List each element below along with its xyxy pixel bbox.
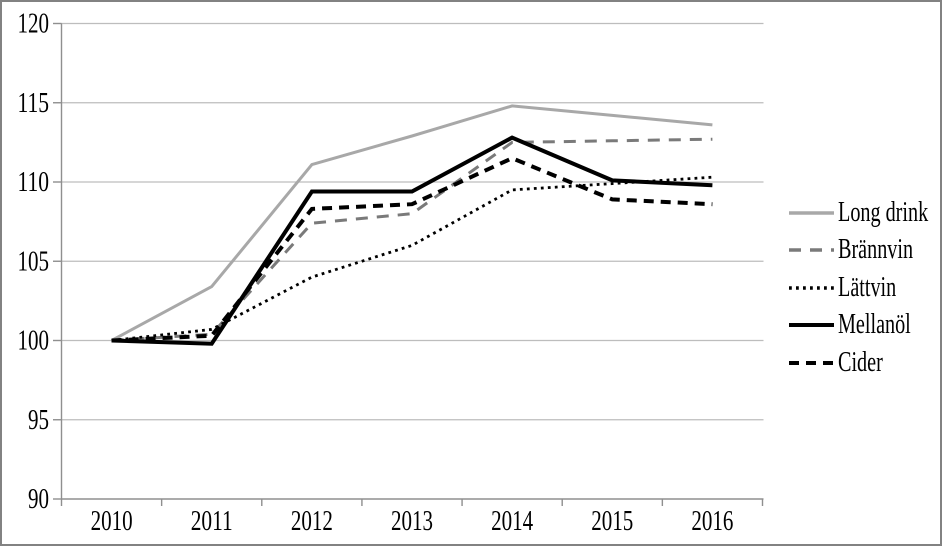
x-axis-tick-label: 2016 bbox=[691, 506, 733, 537]
y-axis-tick-label: 100 bbox=[18, 326, 50, 357]
series-line-lattvin bbox=[111, 175, 713, 342]
y-axis-tick-label: 105 bbox=[18, 246, 50, 277]
series-line-mellanol bbox=[111, 135, 713, 346]
x-axis-tick-label: 2012 bbox=[291, 506, 333, 537]
y-axis-tick-label: 110 bbox=[18, 167, 50, 198]
series-line-long-drink bbox=[110, 104, 713, 342]
y-axis-tick-label: 90 bbox=[28, 484, 49, 515]
x-axis-tick-label: 2014 bbox=[491, 506, 533, 537]
x-axis-tick-label: 2010 bbox=[91, 506, 133, 537]
y-axis-tick-label: 115 bbox=[18, 88, 50, 119]
y-axis-tick-label: 120 bbox=[18, 9, 50, 40]
x-axis-tick-label: 2013 bbox=[391, 506, 433, 537]
series-line-cider bbox=[111, 156, 713, 343]
y-axis-tick-label: 95 bbox=[28, 405, 49, 436]
x-axis-tick-label: 2011 bbox=[191, 506, 233, 537]
series-line-brannvin bbox=[111, 137, 713, 342]
x-axis-tick-label: 2015 bbox=[591, 506, 633, 537]
